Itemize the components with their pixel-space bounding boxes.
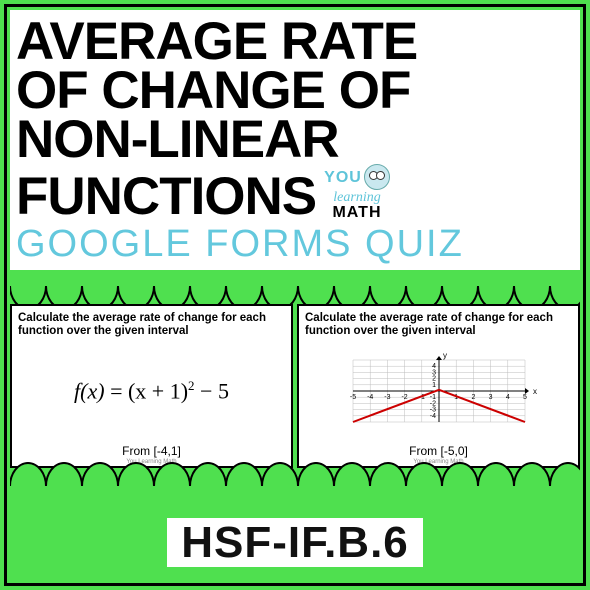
title-line-2: OF CHANGE OF bbox=[16, 67, 574, 116]
svg-text:4: 4 bbox=[505, 394, 509, 401]
scallop-border-bottom bbox=[10, 462, 580, 486]
svg-text:-1: -1 bbox=[429, 394, 435, 401]
title-line-3: NON-LINEAR bbox=[16, 116, 574, 165]
example-cards: Calculate the average rate of change for… bbox=[10, 304, 580, 468]
logo-you: YOU bbox=[324, 170, 362, 186]
graph-svg: -5-4-3-2-112345-4-3-2-11234xy bbox=[339, 346, 539, 436]
svg-text:-4: -4 bbox=[429, 413, 435, 420]
svg-text:-4: -4 bbox=[367, 394, 373, 401]
brand-logo: YOU learning MATH bbox=[324, 164, 390, 221]
card-graph: Calculate the average rate of change for… bbox=[297, 304, 580, 468]
svg-text:-3: -3 bbox=[384, 394, 390, 401]
svg-text:x: x bbox=[533, 387, 537, 396]
card-header-right: Calculate the average rate of change for… bbox=[305, 312, 572, 338]
svg-text:4: 4 bbox=[432, 363, 436, 370]
formula: f(x) = (x + 1)2 − 5 bbox=[74, 378, 229, 404]
owl-icon bbox=[364, 164, 390, 190]
svg-text:-2: -2 bbox=[401, 394, 407, 401]
svg-text:y: y bbox=[443, 351, 447, 360]
svg-text:3: 3 bbox=[488, 394, 492, 401]
svg-text:-2: -2 bbox=[429, 401, 435, 408]
title-line-1: AVERAGE RATE bbox=[16, 18, 574, 67]
svg-text:3: 3 bbox=[432, 370, 436, 377]
subtitle: GOOGLE FORMS QUIZ bbox=[16, 223, 574, 266]
card-formula: Calculate the average rate of change for… bbox=[10, 304, 293, 468]
logo-learning: learning bbox=[333, 191, 380, 205]
svg-text:2: 2 bbox=[471, 394, 475, 401]
svg-text:-5: -5 bbox=[349, 394, 355, 401]
title-line-4: FUNCTIONS bbox=[16, 173, 316, 222]
svg-text:5: 5 bbox=[523, 394, 527, 401]
card-header-left: Calculate the average rate of change for… bbox=[18, 312, 285, 338]
title-panel: AVERAGE RATE OF CHANGE OF NON-LINEAR FUN… bbox=[10, 10, 580, 270]
svg-text:-3: -3 bbox=[429, 407, 435, 414]
svg-text:2: 2 bbox=[432, 376, 436, 383]
logo-math: MATH bbox=[332, 205, 381, 221]
standard-code: HSF-IF.B.6 bbox=[0, 518, 590, 568]
svg-text:1: 1 bbox=[432, 382, 436, 389]
